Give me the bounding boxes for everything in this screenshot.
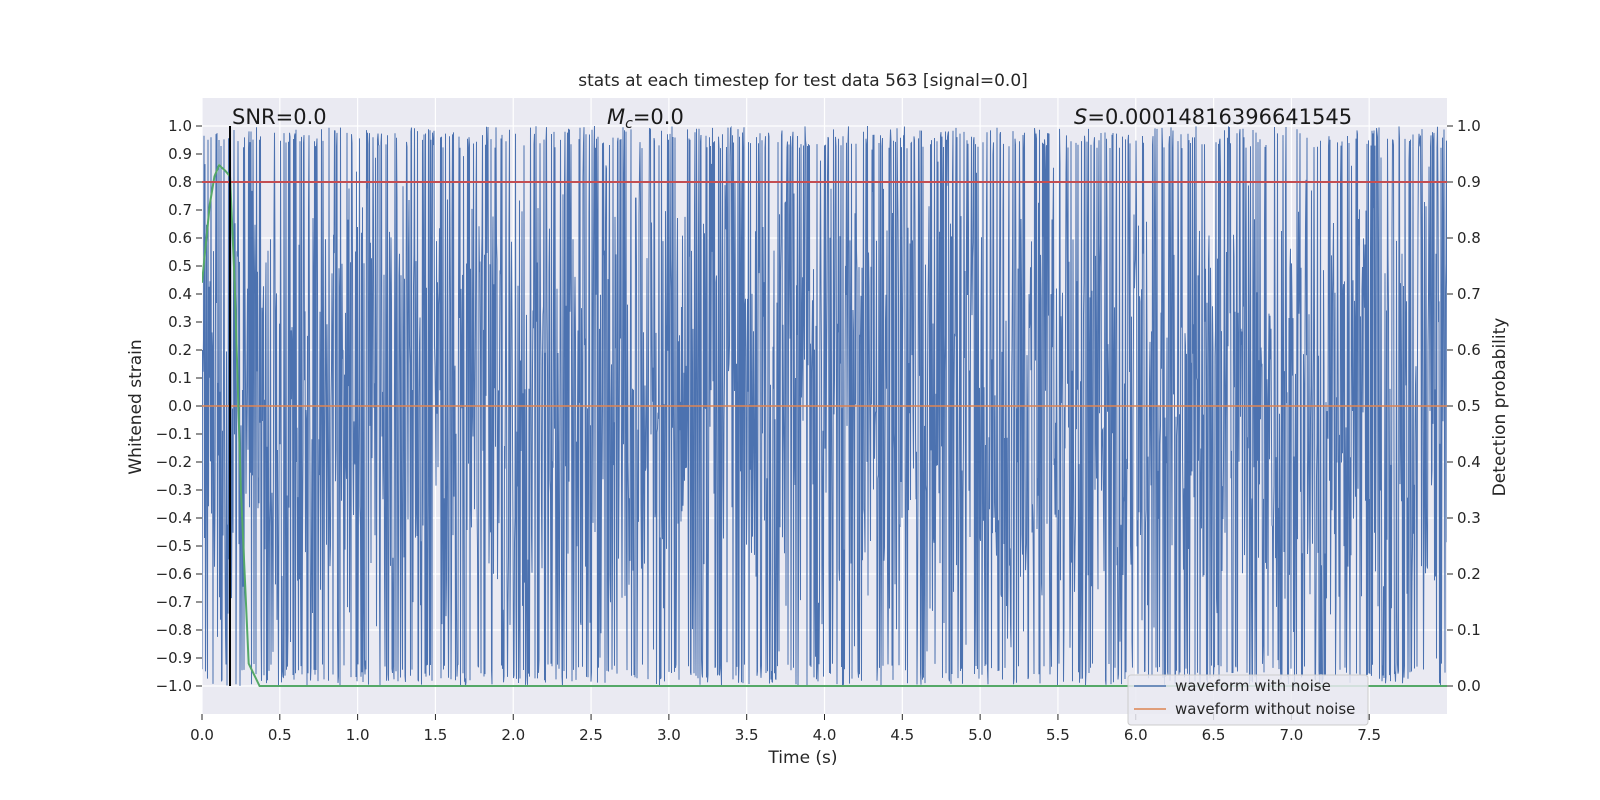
- x-axis-label: Time (s): [767, 748, 837, 768]
- x-tick-label: 3.0: [657, 726, 681, 744]
- y-left-tick-label: 0.1: [168, 369, 192, 387]
- x-tick-label: 6.5: [1202, 726, 1226, 744]
- y-right-tick-label: 0.5: [1457, 397, 1481, 415]
- y-left-tick-label: 0.5: [168, 257, 192, 275]
- y-left-tick-label: −0.9: [156, 649, 192, 667]
- y-left-tick-label: 0.2: [168, 341, 192, 359]
- x-tick-label: 7.0: [1279, 726, 1303, 744]
- chart-title: stats at each timestep for test data 563…: [578, 71, 1028, 91]
- y-right-tick-label: 0.9: [1457, 173, 1481, 191]
- y-left-tick-label: −0.1: [156, 425, 192, 443]
- y-right-tick-label: 0.4: [1457, 453, 1481, 471]
- y-right-tick-label: 0.1: [1457, 621, 1481, 639]
- x-tick-label: 6.0: [1124, 726, 1148, 744]
- y-left-tick-label: 0.8: [168, 173, 192, 191]
- y-left-tick-label: −1.0: [156, 677, 192, 695]
- y-right-tick-label: 0.0: [1457, 677, 1481, 695]
- chirp-mass-subscript: c: [625, 116, 633, 132]
- y-left-tick-label: −0.8: [156, 621, 192, 639]
- y-left-tick-label: 0.6: [168, 229, 192, 247]
- series-waveform-with-noise: [202, 125, 1447, 687]
- y-axis-left-ticks: 1.0 0.9 0.8 0.7 0.6 0.5 0.4 0.3 0.2 0.1 0.0 −0.1 −0.…: [156, 117, 202, 695]
- x-tick-label: 2.5: [579, 726, 603, 744]
- legend: waveform with noise waveform without noi…: [1127, 674, 1369, 726]
- y-left-tick-label: 0.4: [168, 285, 192, 303]
- x-tick-label: 5.5: [1046, 726, 1070, 744]
- y-right-tick-label: 0.7: [1457, 285, 1481, 303]
- x-axis-ticks: 0.0 0.5 1.0 1.5 2.0 2.5 3.0 3.5 4.0 4.5 5.0 5.5 6.0 6…: [190, 714, 1381, 744]
- chirp-mass-value: =0.0: [633, 105, 684, 129]
- x-tick-label: 2.0: [501, 726, 525, 744]
- s-annotation: S=0.00014816396641545: [1074, 105, 1352, 129]
- s-symbol: S: [1074, 105, 1087, 129]
- y-left-tick-label: −0.5: [156, 537, 192, 555]
- legend-box: [1127, 674, 1369, 726]
- snr-annotation: SNR=0.0: [232, 105, 327, 129]
- y-left-tick-label: 0.0: [168, 397, 192, 415]
- y-right-tick-label: 0.3: [1457, 509, 1481, 527]
- y-left-tick-label: −0.6: [156, 565, 192, 583]
- y-left-tick-label: −0.2: [156, 453, 192, 471]
- x-tick-label: 3.5: [735, 726, 759, 744]
- x-tick-label: 0.5: [268, 726, 292, 744]
- y-axis-right-ticks: 1.0 0.9 0.8 0.7 0.6 0.5 0.4 0.3 0.2 0.1 0.0: [1447, 117, 1481, 695]
- legend-label-without-noise: waveform without noise: [1175, 700, 1355, 718]
- legend-label-with-noise: waveform with noise: [1175, 677, 1331, 695]
- x-tick-label: 4.0: [813, 726, 837, 744]
- y-right-tick-label: 0.8: [1457, 229, 1481, 247]
- y-left-tick-label: 1.0: [168, 117, 192, 135]
- data-layer: [202, 125, 1447, 687]
- x-tick-label: 7.5: [1357, 726, 1381, 744]
- x-tick-label: 4.5: [890, 726, 914, 744]
- chirp-mass-symbol: M: [607, 105, 625, 129]
- series-detection-probability: [202, 163, 1447, 687]
- x-tick-label: 1.0: [346, 726, 370, 744]
- y-right-tick-label: 1.0: [1457, 117, 1481, 135]
- x-tick-label: 1.5: [424, 726, 448, 744]
- y-left-tick-label: 0.3: [168, 313, 192, 331]
- y-left-tick-label: −0.4: [156, 509, 192, 527]
- chirp-mass-annotation: Mc=0.0: [607, 105, 684, 132]
- y-left-tick-label: −0.3: [156, 481, 192, 499]
- y-axis-label-left: Whitened strain: [126, 339, 146, 474]
- y-left-tick-label: 0.9: [168, 145, 192, 163]
- y-axis-label-right: Detection probability: [1490, 318, 1510, 497]
- y-left-tick-label: −0.7: [156, 593, 192, 611]
- y-right-tick-label: 0.2: [1457, 565, 1481, 583]
- y-left-tick-label: 0.7: [168, 201, 192, 219]
- s-value: =0.00014816396641545: [1087, 105, 1352, 129]
- y-right-tick-label: 0.6: [1457, 341, 1481, 359]
- x-tick-label: 5.0: [968, 726, 992, 744]
- x-tick-label: 0.0: [190, 726, 214, 744]
